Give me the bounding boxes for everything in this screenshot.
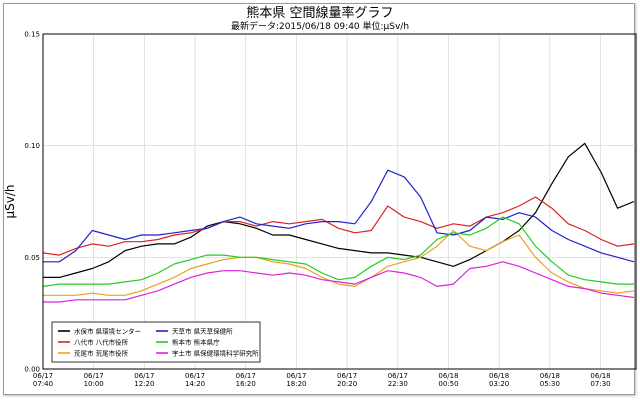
x-tick-date: 06/17 xyxy=(236,372,256,380)
x-tick-date: 06/17 xyxy=(84,372,104,380)
x-tick-time: 14:20 xyxy=(185,380,205,388)
x-tick-date: 06/17 xyxy=(134,372,154,380)
legend-label: 水俣市 県環境センター xyxy=(74,327,141,336)
x-tick-date: 06/17 xyxy=(33,372,53,380)
x-tick-time: 00:50 xyxy=(438,380,458,388)
x-tick-time: 07:40 xyxy=(33,380,53,388)
x-tick-time: 22:30 xyxy=(388,380,408,388)
series-line-2 xyxy=(42,196,635,256)
plot-area-border xyxy=(42,33,637,370)
x-tick-time: 05:30 xyxy=(540,380,560,388)
x-tick-time: 07:30 xyxy=(590,380,610,388)
y-tick-label: 0.00 xyxy=(24,366,40,374)
legend-label: 八代市 八代市役所 xyxy=(74,338,129,347)
series-line-6 xyxy=(43,261,635,303)
x-tick-date: 06/17 xyxy=(388,372,408,380)
x-tick-time: 12:20 xyxy=(134,380,154,388)
legend-label: 天草市 県天草保健所 xyxy=(172,327,233,336)
series-line-1 xyxy=(43,142,635,278)
legend-label: 熊本市 熊本県庁 xyxy=(172,338,220,347)
x-tick-date: 06/18 xyxy=(540,372,560,380)
y-tick-label: 0.05 xyxy=(24,254,40,262)
x-tick-time: 20:20 xyxy=(337,380,357,388)
x-tick-date: 06/17 xyxy=(286,372,306,380)
x-tick-date: 06/18 xyxy=(590,372,610,380)
legend-label: 荒尾市 荒尾市役所 xyxy=(74,349,129,358)
chart-frame xyxy=(3,3,635,395)
y-tick-label: 0.10 xyxy=(24,142,40,150)
x-tick-date: 06/17 xyxy=(337,372,357,380)
x-tick-date: 06/18 xyxy=(438,372,458,380)
legend-box xyxy=(51,321,261,363)
y-tick-label: 0.15 xyxy=(24,31,40,39)
series-line-4 xyxy=(43,169,635,263)
chart-title: 熊本県 空間線量率グラフ xyxy=(246,6,394,21)
x-tick-time: 16:20 xyxy=(236,380,256,388)
x-tick-time: 03:20 xyxy=(489,380,509,388)
x-tick-date: 06/18 xyxy=(489,372,509,380)
x-tick-time: 18:20 xyxy=(286,380,306,388)
x-tick-date: 06/17 xyxy=(185,372,205,380)
y-axis-label: μSv/h xyxy=(3,184,17,218)
x-tick-time: 10:00 xyxy=(84,380,104,388)
legend-label: 宇土市 県保健環境科学研究所 xyxy=(172,349,259,358)
series-line-3 xyxy=(43,229,635,296)
chart-subtitle: 最新データ:2015/06/18 09:40 単位:μSv/h xyxy=(230,22,410,32)
series-line-5 xyxy=(42,216,634,287)
